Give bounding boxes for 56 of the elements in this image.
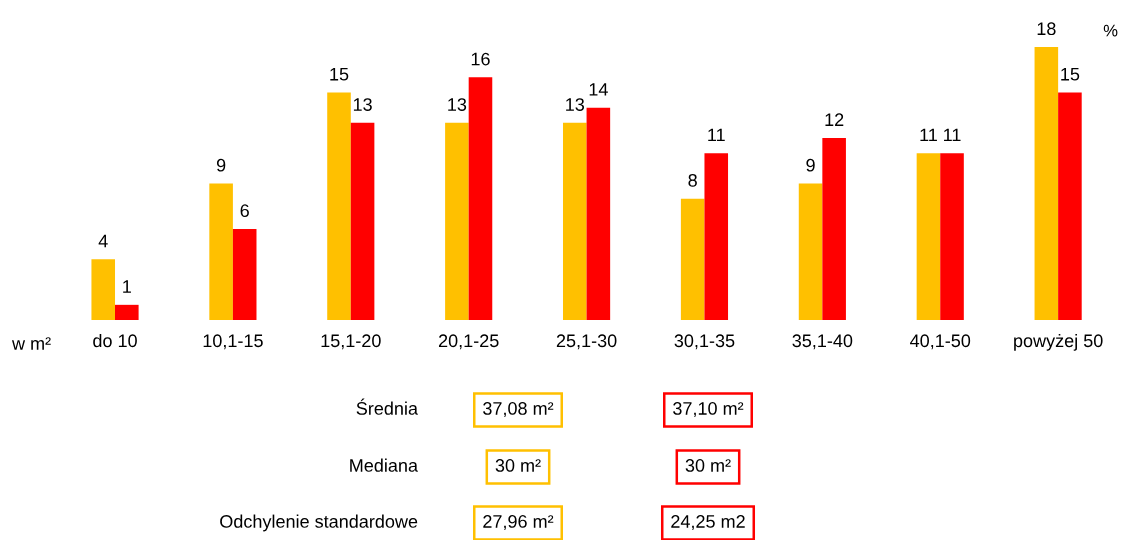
data-label: 15 bbox=[1061, 68, 1080, 81]
text: Mediana bbox=[350, 458, 418, 472]
bar bbox=[586, 107, 611, 320]
x-tick-label: do 10 bbox=[93, 333, 137, 348]
bar bbox=[798, 183, 823, 320]
data-label: 13 bbox=[566, 98, 585, 111]
data-label: 9 bbox=[806, 158, 815, 172]
bar bbox=[209, 183, 233, 320]
text: 24,25 m2 bbox=[671, 515, 745, 530]
bar bbox=[468, 77, 493, 320]
bar bbox=[563, 122, 587, 320]
bar bbox=[704, 153, 729, 320]
data-label: 14 bbox=[589, 83, 608, 96]
data-label: 9 bbox=[216, 158, 226, 172]
data-label: 8 bbox=[688, 173, 697, 187]
bar bbox=[916, 153, 941, 320]
bar bbox=[445, 122, 469, 320]
bar bbox=[680, 198, 705, 320]
bar bbox=[822, 138, 846, 320]
text: 30 m² bbox=[685, 459, 731, 472]
x-tick-label: 15,1-20 bbox=[321, 334, 381, 350]
bar bbox=[91, 259, 116, 320]
bar bbox=[115, 304, 139, 320]
x-tick-label: 20,1-25 bbox=[438, 334, 499, 350]
text: 37,08 m² bbox=[483, 402, 554, 417]
data-label: 12 bbox=[825, 113, 844, 126]
x-tick-label: powyżej 50 bbox=[1014, 333, 1103, 351]
bar bbox=[350, 122, 375, 320]
text: w m² bbox=[11, 337, 51, 350]
text: Średnia bbox=[356, 398, 418, 415]
data-label: 11 bbox=[708, 128, 725, 142]
data-label: 13 bbox=[448, 98, 467, 111]
bar bbox=[1034, 47, 1059, 320]
x-tick-label: 40,1-50 bbox=[910, 334, 971, 350]
data-label: 16 bbox=[471, 52, 490, 66]
bar bbox=[232, 229, 257, 320]
bar bbox=[1058, 92, 1082, 320]
data-label: 13 bbox=[353, 98, 372, 111]
text: 37,10 m² bbox=[673, 402, 744, 417]
text: 27,96 m² bbox=[483, 515, 554, 530]
x-tick-label: 25,1-30 bbox=[556, 334, 617, 350]
data-label: 1 bbox=[123, 280, 131, 293]
data-label: 4 bbox=[98, 234, 108, 248]
data-label: 11 bbox=[944, 128, 961, 142]
bar bbox=[327, 92, 351, 320]
data-label: 6 bbox=[240, 204, 249, 218]
text: Odchylenie standardowe bbox=[220, 514, 418, 532]
x-tick-label: 35,1-40 bbox=[792, 334, 853, 350]
data-label: 18 bbox=[1037, 22, 1056, 36]
x-tick-label: 30,1-35 bbox=[674, 334, 735, 350]
data-label: 15 bbox=[330, 68, 349, 81]
bar bbox=[940, 153, 964, 320]
data-label: 11 bbox=[920, 128, 937, 142]
x-tick-label: 10,1-15 bbox=[203, 334, 263, 350]
text: % bbox=[1103, 24, 1118, 37]
text: 30 m² bbox=[495, 459, 541, 472]
